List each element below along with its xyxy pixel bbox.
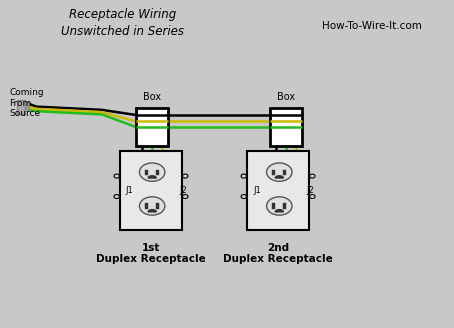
Circle shape	[139, 197, 165, 215]
Text: Box: Box	[277, 92, 295, 102]
Circle shape	[114, 174, 119, 178]
Text: J1: J1	[253, 186, 261, 195]
Text: Unswitched in Series: Unswitched in Series	[61, 25, 184, 38]
Text: J2: J2	[179, 186, 187, 195]
Text: Box: Box	[143, 92, 161, 102]
Polygon shape	[148, 210, 156, 212]
Text: Receptacle Wiring: Receptacle Wiring	[69, 8, 176, 21]
Bar	[25, 103, 29, 111]
Polygon shape	[275, 210, 283, 212]
Circle shape	[139, 163, 165, 181]
Bar	[145, 203, 148, 209]
Bar	[156, 170, 159, 175]
Circle shape	[310, 195, 315, 198]
Circle shape	[183, 195, 188, 198]
Circle shape	[310, 174, 315, 178]
Bar	[145, 170, 148, 175]
Bar	[156, 203, 159, 209]
Text: Duplex Receptacle: Duplex Receptacle	[96, 254, 206, 264]
Text: Coming
From
Source: Coming From Source	[9, 89, 44, 118]
Bar	[120, 151, 182, 230]
Bar	[270, 108, 302, 146]
Circle shape	[241, 174, 247, 178]
Text: 1st: 1st	[142, 243, 160, 253]
Bar	[283, 170, 286, 175]
Polygon shape	[148, 176, 156, 178]
Bar	[136, 108, 168, 146]
Bar	[283, 203, 286, 209]
Bar	[272, 170, 275, 175]
Text: J2: J2	[306, 186, 314, 195]
Text: How-To-Wire-It.com: How-To-Wire-It.com	[322, 21, 422, 31]
Circle shape	[241, 195, 247, 198]
Circle shape	[114, 195, 119, 198]
Circle shape	[183, 174, 188, 178]
Bar	[17, 100, 25, 114]
Bar	[272, 203, 275, 209]
Circle shape	[266, 197, 292, 215]
Polygon shape	[275, 176, 283, 178]
Text: 2nd: 2nd	[267, 243, 289, 253]
Text: J1: J1	[126, 186, 133, 195]
Text: Duplex Receptacle: Duplex Receptacle	[223, 254, 333, 264]
Bar	[247, 151, 309, 230]
Circle shape	[266, 163, 292, 181]
